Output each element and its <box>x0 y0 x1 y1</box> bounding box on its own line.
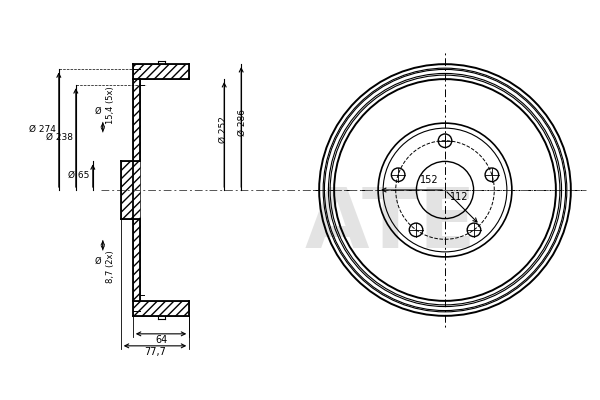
Text: 152: 152 <box>421 175 439 185</box>
Polygon shape <box>121 161 140 218</box>
Text: ATE: ATE <box>304 184 476 266</box>
Text: 112: 112 <box>450 192 469 202</box>
Text: 480046: 480046 <box>373 11 467 31</box>
Text: Ø 238: Ø 238 <box>46 133 73 142</box>
Text: Ø 65: Ø 65 <box>68 171 90 180</box>
Polygon shape <box>133 301 189 316</box>
Text: Ø: Ø <box>94 106 101 116</box>
Text: Ø 274: Ø 274 <box>29 125 56 134</box>
Polygon shape <box>133 79 140 161</box>
Text: Ø 286: Ø 286 <box>238 108 247 136</box>
Text: Ø 252: Ø 252 <box>218 116 227 143</box>
Text: 77,7: 77,7 <box>144 347 166 357</box>
Text: 8,7 (2x): 8,7 (2x) <box>106 250 115 283</box>
Polygon shape <box>133 64 189 79</box>
Text: 24.0225-2002.2: 24.0225-2002.2 <box>154 11 350 31</box>
Text: 15,4 (5x): 15,4 (5x) <box>106 87 115 124</box>
Polygon shape <box>133 218 140 301</box>
Text: 64: 64 <box>155 335 167 345</box>
Text: Ø: Ø <box>94 257 101 266</box>
